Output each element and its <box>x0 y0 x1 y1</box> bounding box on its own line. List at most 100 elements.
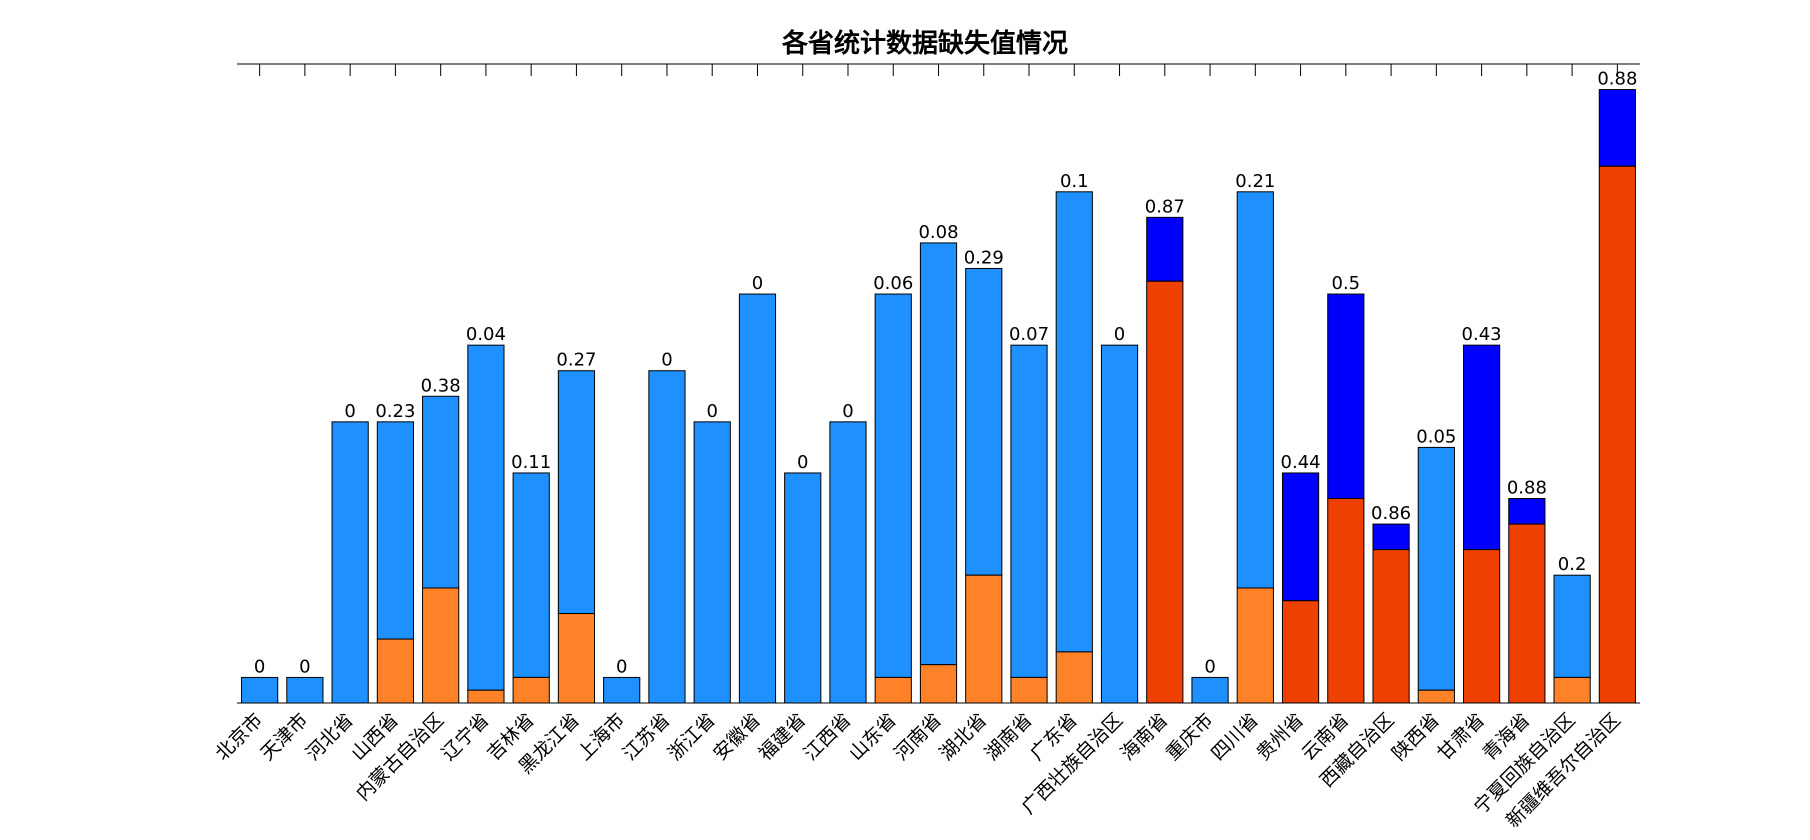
x-tick-label-1: 天津市 <box>257 709 313 765</box>
data-label-16: 0.29 <box>964 247 1004 268</box>
bar-lower-26 <box>1418 690 1454 703</box>
data-label-18: 0.1 <box>1060 171 1089 192</box>
bar-upper-2 <box>332 422 368 703</box>
x-tick-label-21: 重庆市 <box>1162 709 1218 765</box>
bar-upper-16 <box>966 268 1002 575</box>
data-label-30: 0.88 <box>1597 69 1637 90</box>
bar-lower-22 <box>1237 588 1273 703</box>
data-label-7: 0.27 <box>556 350 596 371</box>
x-tick-label-14: 山东省 <box>845 709 901 765</box>
bar-lower-16 <box>966 575 1002 703</box>
bar-upper-29 <box>1554 575 1590 677</box>
data-label-4: 0.38 <box>421 375 461 396</box>
bar-upper-4 <box>423 396 459 588</box>
bar-lower-6 <box>513 677 549 703</box>
bar-upper-7 <box>558 371 594 614</box>
bar-upper-26 <box>1418 447 1454 690</box>
bar-lower-29 <box>1554 677 1590 703</box>
data-label-21: 0 <box>1204 656 1215 677</box>
bar-upper-25 <box>1373 524 1409 550</box>
data-label-11: 0 <box>752 273 763 294</box>
data-label-12: 0 <box>797 452 808 473</box>
x-tick-label-22: 四川省 <box>1207 709 1263 765</box>
data-label-2: 0 <box>344 401 355 422</box>
data-label-28: 0.88 <box>1507 478 1547 499</box>
bar-upper-11 <box>739 294 775 703</box>
data-label-27: 0.43 <box>1462 324 1502 345</box>
bar-lower-25 <box>1373 550 1409 703</box>
data-label-23: 0.44 <box>1281 452 1321 473</box>
bar-lower-27 <box>1463 550 1499 703</box>
x-tick-label-11: 安徽省 <box>709 709 765 765</box>
data-label-26: 0.05 <box>1416 426 1456 447</box>
data-label-17: 0.07 <box>1009 324 1049 345</box>
bar-upper-22 <box>1237 192 1273 588</box>
bar-lower-5 <box>468 690 504 703</box>
data-label-3: 0.23 <box>375 401 415 422</box>
data-label-13: 0 <box>842 401 853 422</box>
x-tick-label-16: 湖北省 <box>935 709 991 765</box>
bar-upper-6 <box>513 473 549 677</box>
data-label-14: 0.06 <box>873 273 913 294</box>
bar-lower-7 <box>558 614 594 703</box>
data-label-22: 0.21 <box>1235 171 1275 192</box>
data-label-6: 0.11 <box>511 452 551 473</box>
data-label-1: 0 <box>299 656 310 677</box>
bar-lower-17 <box>1011 677 1047 703</box>
x-tick-label-5: 辽宁省 <box>438 709 494 765</box>
x-tick-label-10: 浙江省 <box>664 709 720 765</box>
bar-upper-5 <box>468 345 504 690</box>
data-label-29: 0.2 <box>1558 554 1587 575</box>
bar-lower-4 <box>423 588 459 703</box>
x-tick-label-23: 贵州省 <box>1252 709 1308 765</box>
data-label-20: 0.87 <box>1145 196 1185 217</box>
chart-title: 各省统计数据缺失值情况 <box>781 28 1068 59</box>
data-label-25: 0.86 <box>1371 503 1411 524</box>
data-label-15: 0.08 <box>918 222 958 243</box>
bar-upper-17 <box>1011 345 1047 677</box>
bar-upper-18 <box>1056 192 1092 652</box>
bar-upper-28 <box>1509 499 1545 525</box>
data-label-10: 0 <box>706 401 717 422</box>
data-label-8: 0 <box>616 656 627 677</box>
bar-lower-18 <box>1056 652 1092 703</box>
bar-upper-21 <box>1192 677 1228 703</box>
bar-lower-15 <box>920 665 956 703</box>
bar-upper-9 <box>649 371 685 703</box>
bar-upper-30 <box>1599 90 1635 167</box>
bar-upper-20 <box>1147 217 1183 281</box>
data-label-24: 0.5 <box>1332 273 1361 294</box>
x-tick-label-2: 河北省 <box>302 709 358 765</box>
x-tick-label-26: 陕西省 <box>1388 709 1444 765</box>
data-label-9: 0 <box>661 350 672 371</box>
x-tick-label-17: 湖南省 <box>981 709 1037 765</box>
bar-lower-14 <box>875 677 911 703</box>
bar-upper-23 <box>1282 473 1318 601</box>
x-tick-label-27: 甘肃省 <box>1433 709 1489 765</box>
x-tick-label-13: 江西省 <box>800 709 856 765</box>
bar-upper-15 <box>920 243 956 665</box>
bar-lower-3 <box>377 639 413 703</box>
data-label-0: 0 <box>254 656 265 677</box>
bar-lower-28 <box>1509 524 1545 703</box>
bar-upper-14 <box>875 294 911 677</box>
x-tick-labels: 北京市天津市河北省山西省内蒙古自治区辽宁省吉林省黑龙江省上海市江苏省浙江省安徽省… <box>211 709 1625 832</box>
x-tick-label-15: 河南省 <box>890 709 946 765</box>
data-label-5: 0.04 <box>466 324 506 345</box>
x-tick-label-9: 江苏省 <box>619 709 675 765</box>
data-label-19: 0 <box>1114 324 1125 345</box>
bar-upper-19 <box>1101 345 1137 703</box>
bar-upper-12 <box>785 473 821 703</box>
bar-lower-20 <box>1147 281 1183 703</box>
x-tick-label-8: 上海市 <box>573 709 629 765</box>
bar-upper-1 <box>287 677 323 703</box>
x-tick-label-12: 福建省 <box>754 709 810 765</box>
bar-upper-13 <box>830 422 866 703</box>
bar-upper-3 <box>377 422 413 639</box>
bar-upper-27 <box>1463 345 1499 549</box>
x-tick-label-20: 海南省 <box>1116 709 1172 765</box>
bar-lower-24 <box>1328 499 1364 703</box>
bar-lower-23 <box>1282 601 1318 703</box>
